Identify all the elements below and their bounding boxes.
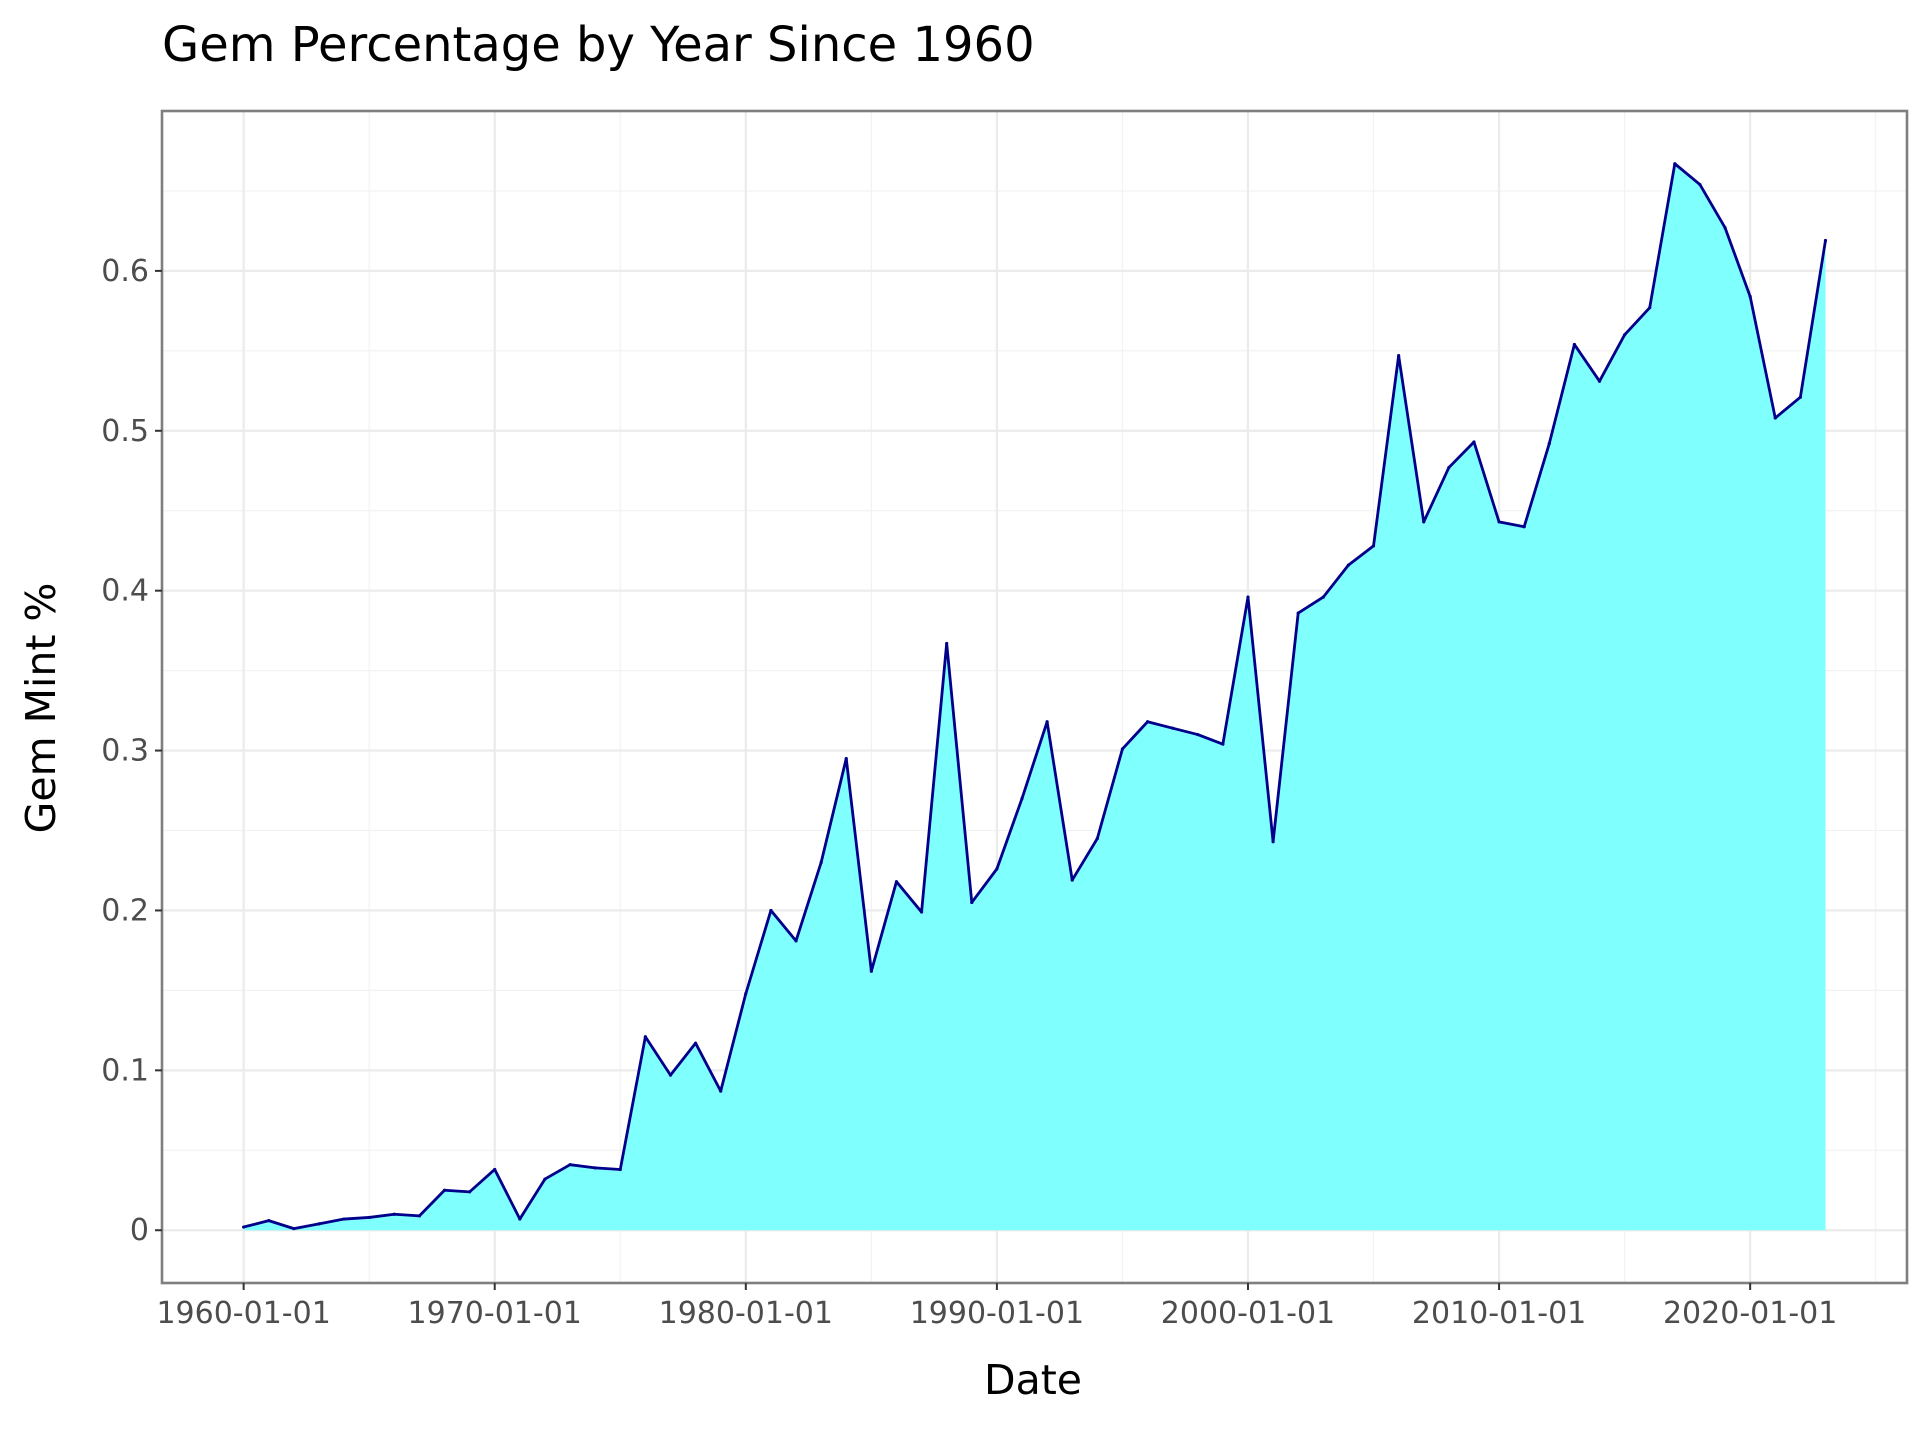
data-points [242,162,1828,1231]
data-point [1773,416,1777,420]
data-point [468,1190,472,1194]
data-point [869,969,873,973]
data-point [1497,520,1501,524]
y-tick-label: 0.3 [101,734,149,769]
data-point [1346,563,1351,567]
data-point [668,1073,673,1077]
x-tick-label: 1960-01-01 [156,1296,330,1331]
data-point [1748,294,1752,299]
data-point [417,1214,421,1218]
y-tick-label: 0.4 [101,574,149,609]
y-tick-label: 0 [130,1213,149,1248]
data-point [1045,720,1049,724]
data-point [442,1188,447,1192]
data-point [693,1041,698,1045]
data-point [543,1177,547,1181]
data-point [267,1219,271,1223]
data-point [392,1212,396,1216]
data-point [618,1167,622,1172]
data-point [643,1035,647,1039]
y-tick-label: 0.6 [101,254,149,289]
data-point [342,1217,346,1221]
data-point [1698,182,1702,187]
y-tick-label: 0.5 [101,414,149,449]
data-point [1522,525,1526,529]
data-point [1020,796,1024,801]
data-point [1397,354,1401,358]
data-point [568,1163,572,1167]
data-point [1623,333,1627,337]
data-point [493,1167,497,1172]
data-point [317,1222,321,1226]
data-point [593,1166,597,1170]
data-point [1221,742,1225,746]
data-point [844,756,848,761]
x-tick-label: 2000-01-01 [1161,1296,1335,1331]
data-point [970,900,974,905]
y-tick-label: 0.1 [101,1053,149,1088]
x-axis-ticks: 1960-01-01 1970-01-01 1980-01-01 1990-01-01… [156,1283,1837,1331]
data-point [794,939,798,943]
x-tick-label: 2020-01-01 [1663,1296,1837,1331]
data-point [1371,544,1376,548]
x-tick-label: 1990-01-01 [910,1296,1084,1331]
data-point [1321,595,1325,599]
data-point [518,1217,522,1221]
chart-title: Gem Percentage by Year Since 1960 [162,17,1035,73]
data-point [719,1089,723,1093]
data-point [1798,395,1802,399]
data-point [1547,441,1551,446]
data-point [1296,611,1300,615]
y-axis-title: Gem Mint % [17,583,65,834]
data-point [1171,726,1175,730]
series-line [243,162,1827,1231]
data-point [292,1227,296,1231]
data-point [1648,306,1652,310]
y-tick-label: 0.2 [101,893,149,928]
data-point [1246,595,1250,599]
data-point [1673,162,1677,166]
data-point [919,910,924,914]
data-point [945,641,949,646]
data-point [242,1225,246,1229]
data-point [995,867,999,871]
data-point [1095,836,1099,841]
data-point [1447,465,1451,470]
plot-border [160,109,1909,1285]
data-area [243,162,1827,1231]
data-point [1070,878,1074,882]
y-axis-ticks: 0 0.1 0.2 0.3 0.4 0.5 0.6 [101,254,162,1248]
x-tick-label: 1970-01-01 [408,1296,582,1331]
data-point [894,880,899,884]
x-tick-label: 2010-01-01 [1412,1296,1586,1331]
data-point [1145,720,1150,724]
x-axis-title: Date [984,1356,1082,1404]
panel-border-rect [160,109,1909,1285]
data-point [1271,840,1275,844]
x-tick-label: 1980-01-01 [659,1296,833,1331]
data-point [1422,520,1426,524]
data-point [1196,732,1200,737]
data-point [1597,379,1602,383]
data-point [1472,440,1476,444]
data-point [367,1215,371,1220]
data-point [819,860,823,865]
data-point [769,908,773,913]
data-point [744,991,748,996]
data-point [1120,747,1125,751]
data-point [1723,226,1727,230]
area-fill [243,163,1826,1231]
data-point [1823,238,1828,243]
data-point [1572,342,1576,347]
